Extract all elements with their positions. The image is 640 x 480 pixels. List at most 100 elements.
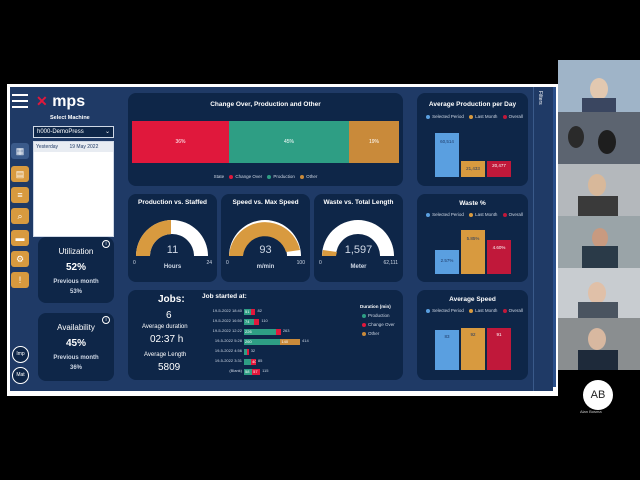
info-icon[interactable]: i xyxy=(102,240,110,248)
gauge-value: 11 xyxy=(166,244,179,256)
alert-icon[interactable]: ! xyxy=(11,272,29,288)
jobstart-row-total: 32 xyxy=(250,348,256,353)
gauge-value: 93 xyxy=(259,244,272,256)
imp-button[interactable]: Imp xyxy=(12,346,29,363)
menu-icon[interactable] xyxy=(12,94,28,108)
jobs-avg-length-label: Average Length xyxy=(144,352,187,358)
utilization-title: Utilization xyxy=(58,247,94,256)
jobstart-bar-changeover[interactable] xyxy=(254,319,260,325)
utilization-card: Utilization 52% Previous month 53% i xyxy=(38,237,114,303)
legend-last-month: Last Month xyxy=(475,308,498,313)
avg-speed-bar-selected[interactable]: 83 xyxy=(435,330,459,370)
machine-value: h000-DemoPress xyxy=(37,129,84,135)
gauge-min: 0 xyxy=(133,260,136,266)
avg-production-bar-last-month[interactable]: 21,433 xyxy=(461,161,485,177)
jobstart-bar-production[interactable] xyxy=(244,349,247,355)
search-icon[interactable]: ⌕ xyxy=(11,208,29,224)
jobstart-bar-production[interactable]: 51 xyxy=(244,309,252,315)
participant-video-4 xyxy=(558,216,640,268)
jobstart-bar-changeover[interactable] xyxy=(246,349,249,355)
gauge-title: Speed vs. Max Speed xyxy=(232,199,299,206)
legend-overall: Overall xyxy=(508,308,523,313)
jobstart-bar-production[interactable]: 226 xyxy=(244,329,276,335)
changeover-title: Change Over, Production and Other xyxy=(210,101,321,108)
gauge-min: 0 xyxy=(226,260,229,266)
legend-overall: Overall xyxy=(508,212,523,217)
avg-speed-legend: Selected Period Last Month Overall xyxy=(417,308,528,313)
network-icon[interactable]: ⚙ xyxy=(11,251,29,267)
availability-prev: 36% xyxy=(69,365,82,371)
date-preset[interactable]: Yesterday xyxy=(36,144,59,150)
waste-pct-bar-last-month[interactable]: 5.85% xyxy=(461,230,485,274)
list-icon[interactable]: ≡ xyxy=(11,187,29,203)
jobstart-bar-changeover[interactable]: 40 xyxy=(251,359,256,365)
waste-pct-legend: Selected Period Last Month Overall xyxy=(417,212,528,217)
gauge-arc xyxy=(322,220,394,256)
jobstart-row-total: 263 xyxy=(282,328,290,333)
gauge-max: 24 xyxy=(206,260,212,266)
avg-production-bar-overall[interactable]: 20,477 xyxy=(487,161,511,177)
waste-pct-bar-overall[interactable]: 4.60% xyxy=(487,240,511,274)
participant-video-6 xyxy=(558,318,640,370)
machine-icon[interactable]: ▬ xyxy=(11,230,29,246)
waste-pct-bar-selected[interactable]: 2.57% xyxy=(435,250,459,274)
jobstart-bar-production[interactable]: 260 xyxy=(244,339,281,345)
avg-production-bar-selected[interactable]: 60,514 xyxy=(435,133,459,177)
availability-value: 45% xyxy=(65,338,86,349)
jobs-card: Jobs: 6 Average duration 02:37 h Average… xyxy=(128,290,403,380)
jobstart-bar-changeover[interactable] xyxy=(251,309,256,315)
right-scrollbar[interactable] xyxy=(553,87,556,387)
avg-speed-bar-last-month[interactable]: 92 xyxy=(461,328,485,370)
changeover-bar-production[interactable]: 45% xyxy=(229,121,349,163)
machine-dropdown[interactable]: h000-DemoPress ⌄ xyxy=(33,126,114,138)
date-picker[interactable]: Yesterday 19 May 2022 xyxy=(33,141,114,237)
gauge-max: 62,111 xyxy=(383,260,398,266)
jobstart-row-label: 19-5-2022 12:22 xyxy=(212,328,242,333)
jobs-avg-duration: 02:37 h xyxy=(150,334,184,345)
jobstart-row-total: 85 xyxy=(257,358,263,363)
gauge-unit: Meter xyxy=(350,264,367,270)
legend-last-month: Last Month xyxy=(475,212,498,217)
building-icon[interactable]: ▦ xyxy=(11,143,29,159)
mat-button[interactable]: Mat xyxy=(12,367,29,384)
info-icon[interactable]: i xyxy=(102,316,110,324)
jobstart-bar-production[interactable]: 58 xyxy=(244,369,253,375)
gauge-arc xyxy=(229,220,301,256)
jobs-count: 6 xyxy=(166,310,172,321)
date-value[interactable]: 19 May 2022 xyxy=(69,144,99,150)
avg-speed-title: Average Speed xyxy=(449,296,496,303)
legend-production: Production xyxy=(368,313,390,318)
gauge-card-speed: Speed vs. Max Speed 93 m/min 0 100 xyxy=(221,194,310,282)
avg-speed-bar-overall[interactable]: 91 xyxy=(487,328,511,370)
availability-title: Availability xyxy=(57,323,95,332)
utilization-value: 52% xyxy=(65,262,86,273)
legend-production: Production xyxy=(273,174,295,179)
legend-selected-period: Selected Period xyxy=(432,114,464,119)
legend-selected-period: Selected Period xyxy=(432,308,464,313)
gauge-unit: m/min xyxy=(256,264,275,270)
chevron-down-icon: ⌄ xyxy=(104,129,110,135)
jobstart-bar-production[interactable]: 74 xyxy=(244,319,255,325)
changeover-bar-changeover[interactable]: 36% xyxy=(132,121,229,163)
jobstart-bar-changeover[interactable]: 57 xyxy=(252,369,261,375)
document-icon[interactable]: ▤ xyxy=(11,166,29,182)
jobstart-bar-chart: 19-5-2022 18:40 51 82 19-5-2022 16:50 74 110 1… xyxy=(202,308,357,378)
jobstart-row-total: 115 xyxy=(262,368,269,373)
jobstart-bar-other[interactable]: 140 xyxy=(280,339,300,345)
waste-pct-title: Waste % xyxy=(459,200,486,207)
avg-speed-card: Average Speed Selected Period Last Month… xyxy=(417,290,528,380)
jobstart-row-label: 19-5-2022 3:31 xyxy=(214,358,242,363)
gauge-unit: Hours xyxy=(163,264,182,270)
select-machine-label: Select Machine xyxy=(50,115,90,121)
waste-pct-card: Waste % Selected Period Last Month Overa… xyxy=(417,194,528,282)
jobstart-bar-production[interactable] xyxy=(244,359,252,365)
jobstart-row-label: (Blank) xyxy=(229,368,242,373)
jobstart-row-total: 414 xyxy=(302,338,309,343)
participant-avatar[interactable]: AB xyxy=(583,380,613,410)
jobs-avg-duration-label: Average duration xyxy=(142,324,188,330)
filters-pane[interactable]: Filters xyxy=(533,87,553,391)
filters-label[interactable]: Filters xyxy=(537,91,543,105)
changeover-bar-other[interactable]: 19% xyxy=(349,121,399,163)
gauge-title: Waste vs. Total Length xyxy=(323,199,394,206)
jobstart-bar-changeover[interactable] xyxy=(275,329,281,335)
